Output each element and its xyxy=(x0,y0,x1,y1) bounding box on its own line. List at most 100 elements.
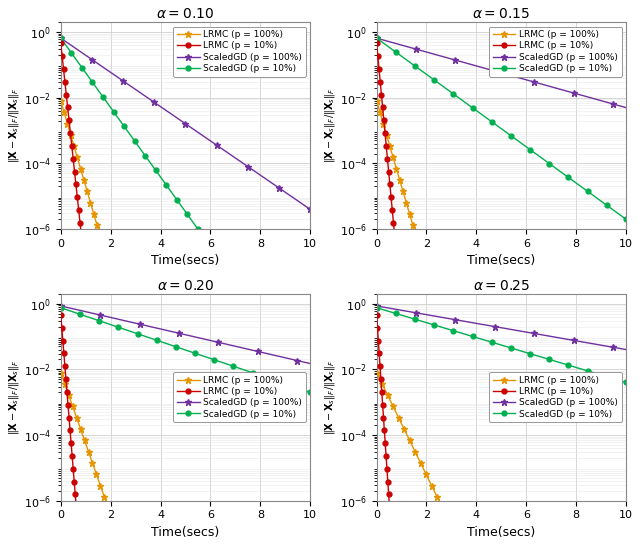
LRMC (p = 10%) xyxy=(59,60,67,66)
ScaledGD (p = 10%) xyxy=(198,352,205,359)
LRMC (p = 10%) xyxy=(64,104,72,111)
LRMC (p = 100%) xyxy=(372,98,380,104)
ScaledGD (p = 10%) xyxy=(430,76,438,83)
ScaledGD (p = 10%) xyxy=(127,133,135,139)
ScaledGD (p = 10%) xyxy=(462,331,470,338)
LRMC (p = 100%) xyxy=(86,195,93,202)
LRMC (p = 10%) xyxy=(65,414,73,421)
ScaledGD (p = 10%) xyxy=(294,385,301,391)
ScaledGD (p = 100%) xyxy=(622,104,630,111)
LRMC (p = 100%) xyxy=(406,437,413,444)
LRMC (p = 100%) xyxy=(415,456,422,462)
LRMC (p = 100%) xyxy=(387,400,395,406)
ScaledGD (p = 10%) xyxy=(236,365,244,372)
LRMC (p = 100%) xyxy=(95,479,103,485)
LRMC (p = 10%) xyxy=(68,446,76,453)
ScaledGD (p = 100%) xyxy=(255,170,262,177)
LRMC (p = 10%) xyxy=(378,382,385,389)
LRMC (p = 100%) xyxy=(67,132,74,138)
LRMC (p = 100%) xyxy=(431,490,439,496)
LRMC (p = 100%) xyxy=(84,192,92,199)
ScaledGD (p = 10%) xyxy=(500,128,508,134)
LRMC (p = 10%) xyxy=(70,162,77,168)
LRMC (p = 10%) xyxy=(60,350,68,357)
LRMC (p = 10%) xyxy=(380,117,388,123)
LRMC (p = 10%) xyxy=(379,401,387,408)
Line: LRMC (p = 100%): LRMC (p = 100%) xyxy=(373,369,442,505)
LRMC (p = 10%) xyxy=(61,370,69,376)
LRMC (p = 10%) xyxy=(60,344,67,351)
LRMC (p = 10%) xyxy=(60,72,68,79)
Line: ScaledGD (p = 100%): ScaledGD (p = 100%) xyxy=(58,302,314,367)
LRMC (p = 100%) xyxy=(58,102,66,108)
LRMC (p = 100%) xyxy=(400,426,408,432)
LRMC (p = 10%) xyxy=(65,111,72,117)
LRMC (p = 10%) xyxy=(62,376,70,382)
LRMC (p = 100%) xyxy=(80,177,88,183)
LRMC (p = 10%) xyxy=(75,207,83,213)
LRMC (p = 100%) xyxy=(90,464,98,470)
ScaledGD (p = 100%) xyxy=(491,68,499,74)
LRMC (p = 10%) xyxy=(69,156,77,162)
LRMC (p = 10%) xyxy=(71,485,79,491)
LRMC (p = 100%) xyxy=(100,494,108,500)
Line: LRMC (p = 100%): LRMC (p = 100%) xyxy=(58,369,109,505)
ScaledGD (p = 100%) xyxy=(130,85,138,91)
LRMC (p = 10%) xyxy=(376,79,384,85)
ScaledGD (p = 100%) xyxy=(150,99,158,105)
LRMC (p = 10%) xyxy=(63,389,71,395)
ScaledGD (p = 10%) xyxy=(571,179,579,186)
ScaledGD (p = 10%) xyxy=(462,100,470,106)
ScaledGD (p = 10%) xyxy=(443,86,451,92)
ScaledGD (p = 10%) xyxy=(287,383,295,389)
ScaledGD (p = 100%) xyxy=(99,63,106,70)
ScaledGD (p = 10%) xyxy=(596,198,604,204)
LRMC (p = 10%) xyxy=(373,318,381,325)
LRMC (p = 100%) xyxy=(60,109,68,116)
ScaledGD (p = 10%) xyxy=(116,118,124,124)
LRMC (p = 10%) xyxy=(61,357,68,363)
ScaledGD (p = 10%) xyxy=(113,113,121,120)
LRMC (p = 10%) xyxy=(374,337,382,344)
LRMC (p = 100%) xyxy=(92,218,100,225)
ScaledGD (p = 10%) xyxy=(121,326,129,333)
ScaledGD (p = 10%) xyxy=(191,350,199,357)
LRMC (p = 10%) xyxy=(65,117,73,123)
ScaledGD (p = 10%) xyxy=(424,320,431,327)
ScaledGD (p = 10%) xyxy=(379,306,387,313)
ScaledGD (p = 100%) xyxy=(583,340,591,346)
LRMC (p = 10%) xyxy=(58,318,65,325)
ScaledGD (p = 100%) xyxy=(372,35,380,41)
ScaledGD (p = 10%) xyxy=(99,94,107,100)
LRMC (p = 100%) xyxy=(392,165,400,172)
ScaledGD (p = 10%) xyxy=(92,84,100,91)
LRMC (p = 100%) xyxy=(420,467,428,474)
LRMC (p = 100%) xyxy=(74,154,81,161)
ScaledGD (p = 10%) xyxy=(507,345,515,351)
ScaledGD (p = 10%) xyxy=(230,363,237,370)
LRMC (p = 100%) xyxy=(66,128,74,134)
LRMC (p = 10%) xyxy=(380,420,388,427)
LRMC (p = 100%) xyxy=(409,222,417,229)
ScaledGD (p = 10%) xyxy=(571,364,579,370)
ScaledGD (p = 10%) xyxy=(78,64,86,71)
LRMC (p = 100%) xyxy=(397,418,404,425)
ScaledGD (p = 10%) xyxy=(71,55,79,61)
LRMC (p = 10%) xyxy=(374,60,382,66)
ScaledGD (p = 10%) xyxy=(67,50,75,56)
ScaledGD (p = 10%) xyxy=(500,343,508,349)
ScaledGD (p = 10%) xyxy=(184,211,191,218)
ScaledGD (p = 10%) xyxy=(57,305,65,311)
ScaledGD (p = 10%) xyxy=(494,341,502,347)
ScaledGD (p = 10%) xyxy=(468,333,476,340)
ScaledGD (p = 10%) xyxy=(108,322,116,328)
LRMC (p = 10%) xyxy=(72,497,79,504)
LRMC (p = 10%) xyxy=(377,85,385,92)
LRMC (p = 10%) xyxy=(382,136,390,143)
LRMC (p = 10%) xyxy=(374,53,381,60)
LRMC (p = 10%) xyxy=(57,40,65,46)
ScaledGD (p = 10%) xyxy=(532,151,540,158)
LRMC (p = 100%) xyxy=(70,407,78,413)
Legend: LRMC (p = 100%), LRMC (p = 10%), ScaledGD (p = 100%), ScaledGD (p = 10%): LRMC (p = 100%), LRMC (p = 10%), ScaledG… xyxy=(173,27,306,76)
ScaledGD (p = 100%) xyxy=(254,348,262,355)
